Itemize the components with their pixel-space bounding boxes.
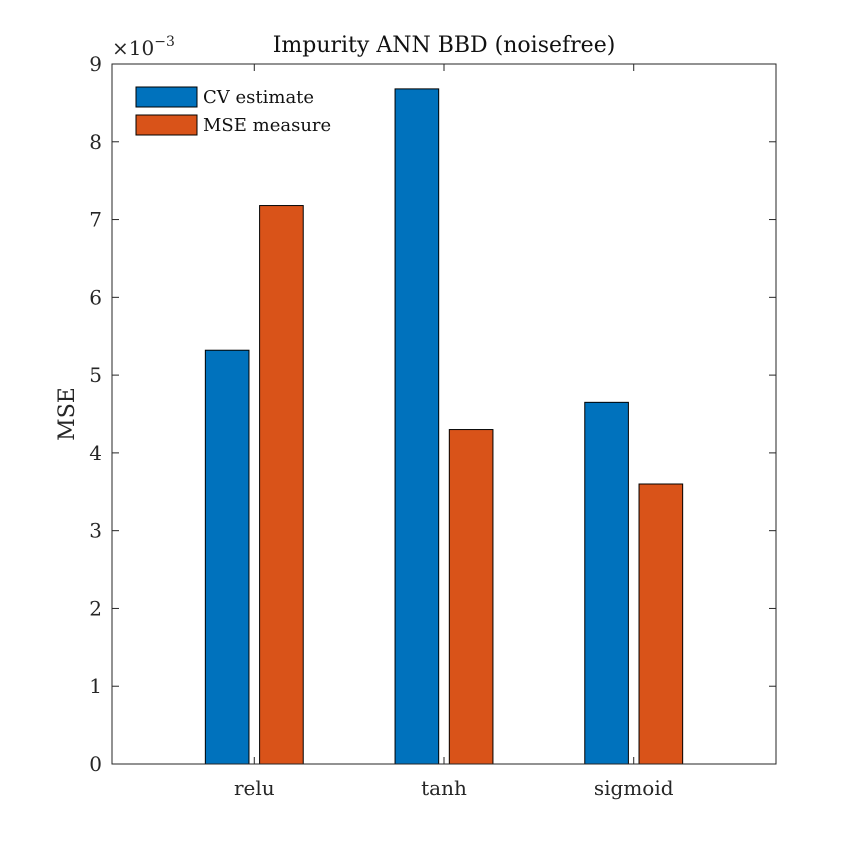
y-tick-label: 8	[89, 130, 102, 154]
bar-sigmoid-mse-measure	[638, 483, 684, 765]
y-tick-label: 4	[89, 441, 102, 465]
bar-relu-mse-measure	[259, 205, 304, 765]
legend-swatch-cv-estimate	[135, 86, 198, 108]
y-tick-label: 3	[89, 519, 102, 543]
svg-text:×10−3: ×10−3	[112, 34, 175, 60]
bar-relu-cv-estimate	[204, 349, 250, 765]
ticks-layer: 0 1 2 3 4 5 6 7 8 9 relu tanh sigmoid	[89, 52, 776, 800]
y-tick-label: 1	[89, 674, 102, 698]
axes-box	[111, 63, 777, 765]
y-tick-label: 6	[89, 285, 102, 309]
y-tick-label: 5	[89, 363, 102, 387]
legend-label-mse-measure: MSE measure	[203, 115, 331, 136]
legend: CV estimate MSE measure	[135, 86, 331, 136]
exponent-base: ×10	[112, 36, 154, 60]
legend-swatch-mse-measure	[135, 114, 198, 136]
bars-layer	[204, 88, 684, 765]
y-tick-label: 0	[89, 752, 102, 776]
bar-tanh-cv-estimate	[394, 88, 440, 765]
exponent-power: −3	[154, 34, 175, 50]
chart-title: Impurity ANN BBD (noisefree)	[273, 33, 616, 58]
legend-label-cv-estimate: CV estimate	[203, 87, 314, 108]
y-tick-label: 9	[89, 52, 102, 76]
bar-tanh-mse-measure	[448, 429, 494, 765]
y-axis-label: MSE	[55, 387, 80, 441]
bar-sigmoid-cv-estimate	[584, 401, 629, 765]
y-tick-label: 2	[89, 596, 102, 620]
x-tick-label-sigmoid: sigmoid	[594, 776, 674, 800]
x-tick-label-relu: relu	[234, 776, 275, 800]
x-tick-label-tanh: tanh	[421, 776, 467, 800]
y-axis-exponent-label: ×10−3	[112, 34, 175, 60]
y-tick-label: 7	[89, 208, 102, 232]
